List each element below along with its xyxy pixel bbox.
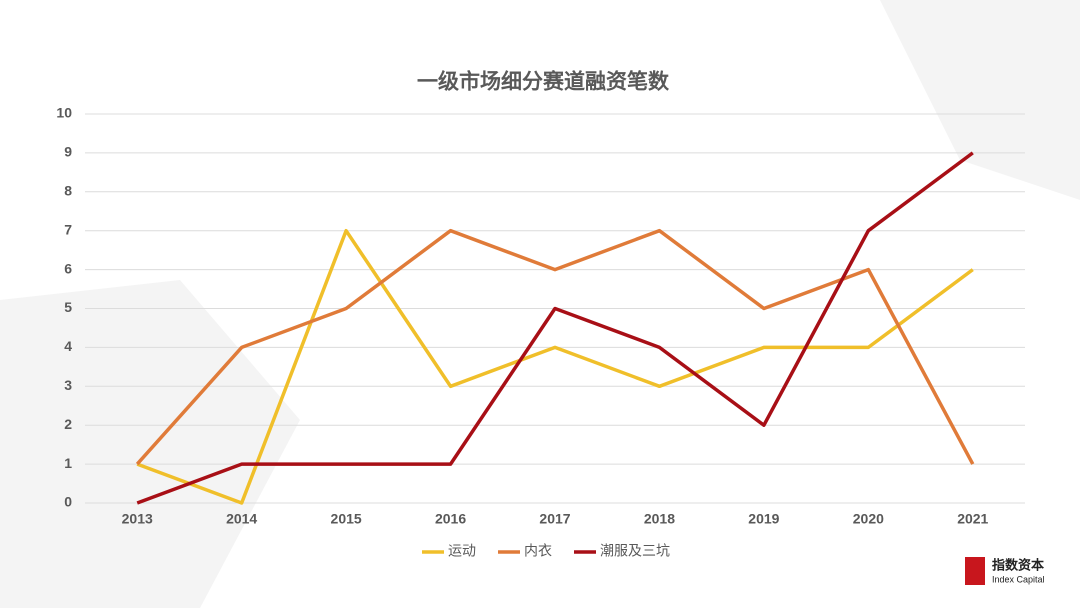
y-tick-label: 8 [64,183,72,199]
background-shape [0,280,300,608]
background-shape [880,0,1080,200]
x-tick-label: 2017 [539,511,570,527]
y-tick-label: 0 [64,494,72,510]
x-tick-label: 2020 [853,511,884,527]
series-line [135,228,975,466]
x-tick-label: 2014 [226,511,257,527]
y-tick-label: 10 [56,105,72,121]
y-tick-label: 3 [64,377,72,393]
legend-label: 内衣 [524,543,552,559]
series-line [136,151,974,505]
x-tick-label: 2018 [644,511,675,527]
y-tick-label: 7 [64,221,72,237]
y-tick-label: 1 [64,455,72,471]
y-tick-label: 2 [64,416,72,432]
x-tick-label: 2021 [957,511,988,527]
x-tick-label: 2015 [331,511,362,527]
x-tick-label: 2013 [122,511,153,527]
logo-subtitle: Index Capital [992,574,1045,584]
chart-title: 一级市场细分赛道融资笔数 [417,70,670,94]
y-tick-label: 9 [64,144,72,160]
logo-name: 指数资本 [992,557,1044,572]
x-tick-label: 2019 [748,511,779,527]
x-tick-label: 2016 [435,511,466,527]
legend-label: 运动 [448,543,476,559]
y-tick-label: 5 [64,299,72,315]
logo-icon [965,557,985,585]
series-line [136,228,974,505]
y-tick-label: 6 [64,260,72,276]
y-tick-label: 4 [64,338,72,354]
legend-label: 潮服及三坑 [600,543,670,559]
